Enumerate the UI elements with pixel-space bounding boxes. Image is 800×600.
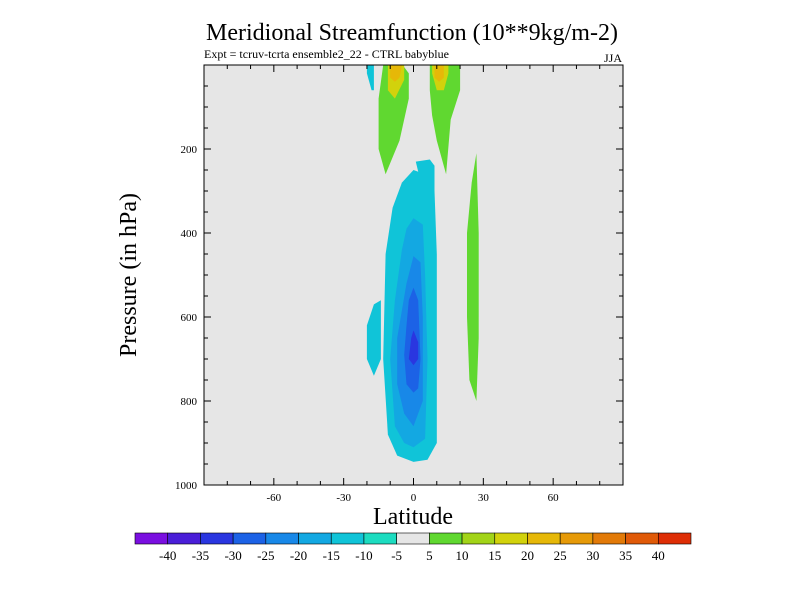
colorbar-swatch [298,532,332,545]
y-tick-label: 600 [181,312,198,324]
colorbar-swatch [232,532,267,545]
contour-regions [366,65,479,462]
contour-region-6 [434,65,444,82]
colorbar-swatch [265,532,299,545]
colorbar-label: -5 [391,548,402,563]
colorbar-label: 40 [652,548,665,563]
colorbar-swatch [461,532,496,545]
contour-region-7 [467,153,479,401]
colorbar-swatch [429,532,463,545]
contour-region-13 [408,330,419,366]
colorbar-label: 30 [586,548,599,563]
colorbar-swatch [527,532,561,545]
colorbar-swatch [363,532,397,545]
x-tick-label: -60 [266,492,281,504]
colorbar-label: 25 [554,548,567,563]
contour-region-1 [378,65,409,175]
colorbar: -40 -35 -30 -25 -20 -15 -10 -5 5 10 15 20 25 30 35 40 [134,532,692,563]
colorbar-swatch [625,532,659,545]
colorbar-label: -35 [192,548,209,563]
y-axis-label: Pressure (in hPa) [116,193,142,357]
x-tick-label: 30 [478,492,490,504]
contour-region-3 [390,65,402,82]
plot-axes: -60 -30 0 30 60 200 400 600 800 1000 [175,64,624,504]
y-tick-label: 400 [181,228,198,240]
colorbar-swatch [167,532,201,545]
colorbar-label: 35 [619,548,632,563]
chart-title: Meridional Streamfunction (10**9kg/m-2) [206,20,618,46]
colorbar-swatch [200,532,234,545]
y-tick-label: 1000 [175,480,198,492]
colorbar-swatch [396,532,430,545]
colorbar-label: -30 [224,548,241,563]
chart-subtitle: Expt = tcruv-tcrta ensemble2_22 - CTRL b… [204,47,449,61]
colorbar-swatch [494,532,528,545]
colorbar-swatch [657,532,692,545]
season-label: JJA [604,51,622,65]
colorbar-swatch [134,532,169,545]
colorbar-swatch [592,532,626,545]
contour-region-14 [415,159,435,200]
x-axis-label: Latitude [373,504,453,530]
y-tick-label: 200 [181,144,198,156]
contour-region-4 [429,65,461,175]
colorbar-label: 5 [426,548,433,563]
colorbar-label: -25 [257,548,274,563]
colorbar-label: 20 [521,548,534,563]
x-tick-label: 0 [411,492,417,504]
contour-region-0 [366,65,374,91]
colorbar-swatch [559,532,594,545]
y-tick-label: 800 [181,396,198,408]
x-tick-label: 60 [548,492,560,504]
contour-region-8 [366,300,381,376]
colorbar-label: -40 [159,548,176,563]
colorbar-swatch [330,532,365,545]
colorbar-label: -20 [290,548,307,563]
colorbar-label: 10 [456,548,469,563]
colorbar-label: -10 [355,548,372,563]
colorbar-label: -15 [323,548,340,563]
x-tick-label: -30 [336,492,351,504]
colorbar-label: 15 [488,548,501,563]
